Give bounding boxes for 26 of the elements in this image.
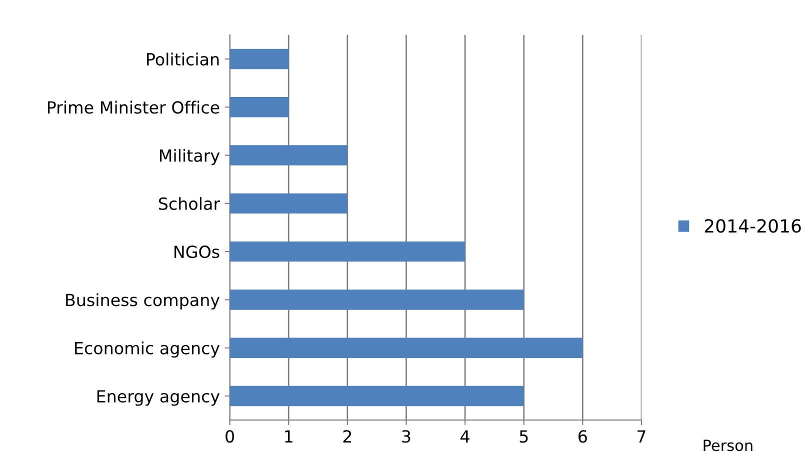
bar bbox=[230, 338, 583, 358]
x-tick-label: 7 bbox=[638, 430, 646, 442]
bar bbox=[230, 145, 348, 166]
y-tick-label: Economic agency bbox=[75, 342, 220, 358]
x-tick-label: 1 bbox=[285, 430, 292, 442]
x-tick-label: 5 bbox=[520, 430, 528, 443]
y-tick-label: Military bbox=[160, 148, 220, 166]
y-tick-label: Scholar bbox=[158, 197, 220, 210]
bar bbox=[230, 193, 348, 214]
x-tick-label: 6 bbox=[578, 430, 587, 443]
bar bbox=[230, 97, 289, 118]
x-axis-title: Person bbox=[704, 440, 752, 452]
bar bbox=[230, 386, 524, 406]
legend-label: 2014-2016 bbox=[704, 219, 801, 233]
x-tick-label: 0 bbox=[226, 430, 234, 443]
y-tick-label: NGOs bbox=[174, 246, 220, 258]
bar bbox=[230, 241, 466, 262]
y-tick-label: Politician bbox=[147, 52, 219, 66]
x-tick-label: 3 bbox=[402, 430, 410, 443]
y-tick-label: Business company bbox=[66, 293, 220, 310]
y-tick-label: Prime Minister Office bbox=[48, 100, 220, 114]
bar bbox=[230, 290, 524, 310]
x-tick-label: 4 bbox=[460, 430, 470, 442]
bar bbox=[230, 48, 289, 70]
x-tick-label: 2 bbox=[343, 430, 352, 442]
y-tick-label: Energy agency bbox=[97, 390, 220, 406]
